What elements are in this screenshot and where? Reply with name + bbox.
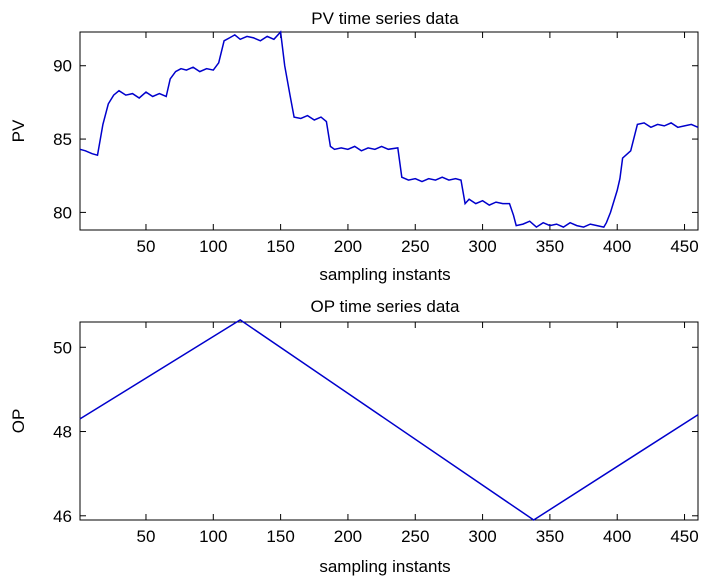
op-tick-labels: 50 100 150 200 250 300 350 400 450 46 48 50 <box>53 338 699 546</box>
y-tick-label: 80 <box>53 203 72 222</box>
x-tick-label: 200 <box>334 237 362 256</box>
pv-subplot: PV time series data 50 100 150 200 250 300 350… <box>9 9 699 284</box>
x-tick-label: 150 <box>266 527 294 546</box>
x-tick-label: 150 <box>266 237 294 256</box>
op-subplot: OP time series data 50 100 150 200 250 300 350… <box>9 297 699 576</box>
pv-title: PV time series data <box>311 9 459 28</box>
x-tick-label: 100 <box>199 527 227 546</box>
x-tick-label: 100 <box>199 237 227 256</box>
x-tick-label: 50 <box>137 527 156 546</box>
op-title: OP time series data <box>311 297 461 316</box>
y-tick-label: 48 <box>53 423 72 442</box>
pv-axes-box <box>79 31 699 231</box>
x-tick-label: 300 <box>468 237 496 256</box>
pv-x-axis-label: sampling instants <box>319 265 450 284</box>
x-tick-label: 350 <box>536 237 564 256</box>
x-tick-label: 300 <box>468 527 496 546</box>
y-tick-label: 50 <box>53 338 72 357</box>
x-tick-label: 400 <box>603 527 631 546</box>
y-tick-label: 85 <box>53 130 72 149</box>
x-tick-label: 50 <box>137 237 156 256</box>
y-tick-label: 46 <box>53 507 72 526</box>
op-ticks <box>80 322 698 520</box>
x-tick-label: 200 <box>334 527 362 546</box>
op-y-axis-label: OP <box>9 409 28 434</box>
x-tick-label: 450 <box>670 237 698 256</box>
x-tick-label: 250 <box>401 237 429 256</box>
pv-y-axis-label: PV <box>9 119 28 142</box>
y-tick-label: 90 <box>53 57 72 76</box>
pv-tick-labels: 50 100 150 200 250 300 350 400 450 80 85 90 <box>53 57 699 256</box>
op-x-axis-label: sampling instants <box>319 557 450 576</box>
x-tick-label: 450 <box>670 527 698 546</box>
x-tick-label: 400 <box>603 237 631 256</box>
x-tick-label: 250 <box>401 527 429 546</box>
op-series-line <box>79 319 699 521</box>
x-tick-label: 350 <box>536 527 564 546</box>
pv-series-line <box>79 30 699 229</box>
